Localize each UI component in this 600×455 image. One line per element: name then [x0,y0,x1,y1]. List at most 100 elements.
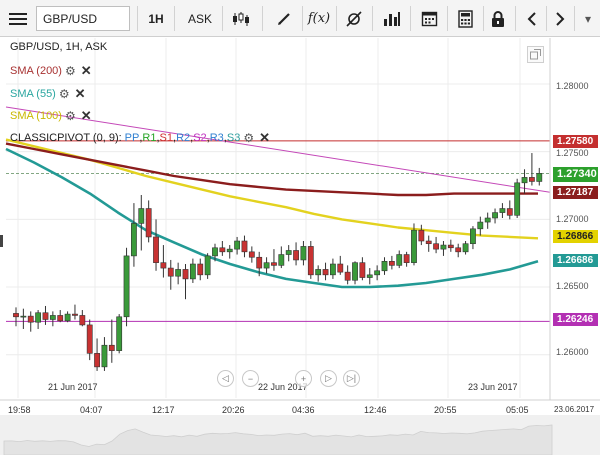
candle-up [440,244,447,250]
price-type-button[interactable]: ASK [187,11,212,26]
candle-down [108,344,115,351]
candle [528,153,535,186]
candle [197,258,204,281]
candle-up [123,255,130,318]
gear-icon[interactable]: ⚙ [64,109,76,123]
candle [388,255,395,270]
candle [248,246,255,263]
chart-toolbar: GBP/USD 1H ASK f(x) ▾ [0,0,600,37]
candle [189,258,196,283]
candle [35,310,42,329]
candle-up [138,208,145,224]
candle [49,311,56,327]
hamburger-menu-button[interactable] [6,5,30,32]
candle-down [57,315,64,322]
candle [278,246,285,269]
candle-up [366,274,373,278]
candle [167,259,174,290]
candle [145,200,152,243]
close-icon[interactable]: ✕ [74,86,86,101]
chevron-right-icon [556,11,565,26]
candle [101,337,108,371]
gear-icon[interactable]: ⚙ [64,64,76,78]
candle-down [403,254,410,263]
scroll-left-button[interactable] [521,5,543,32]
candle-down [241,240,248,253]
candle-down [248,251,255,258]
toolbar-separator [515,6,516,31]
gear-icon[interactable]: ⚙ [243,131,255,145]
symbol-input[interactable]: GBP/USD [36,6,130,31]
toolbar-separator [574,6,575,31]
candle-up [521,177,528,184]
legend-sma55[interactable]: SMA (55) ⚙ ✕ [10,86,86,102]
candle-down [182,269,189,280]
candle [330,258,336,279]
candle [366,268,373,285]
nav-scroll-forward-button[interactable]: ▷ [320,370,337,387]
hide-drawings-button[interactable] [341,5,367,32]
candle [42,305,49,325]
popout-button[interactable] [527,46,544,63]
more-button[interactable]: ▾ [584,11,592,26]
candle-down [27,315,34,323]
candle [344,265,351,285]
candle-up [492,212,498,219]
lock-button[interactable] [485,5,511,32]
candle [86,319,93,361]
candle [374,265,381,281]
candle [403,251,410,267]
candle [271,249,277,271]
close-icon[interactable]: ✕ [80,63,92,78]
legend-sma200[interactable]: SMA (200) ⚙ ✕ [10,63,92,79]
close-icon[interactable]: ✕ [80,108,92,123]
candle-up [300,246,307,261]
candle-down [447,244,454,249]
candle [153,219,159,271]
timeframe-button[interactable]: 1H [148,11,164,26]
toolbar-separator [174,6,175,31]
indicators-button[interactable]: f(x) [307,11,331,26]
candle-down [145,208,152,238]
nav-scroll-back-button[interactable]: ◁ [217,370,234,387]
candle-down [337,263,344,273]
legend-sma100[interactable]: SMA (100) ⚙ ✕ [10,108,92,124]
toolbar-separator [262,6,263,31]
nav-zoom-in-button[interactable]: + [295,370,312,387]
hamburger-icon [9,12,27,25]
nav-zoom-out-button[interactable]: − [242,370,259,387]
grid-layer [0,38,600,455]
legend-pivot[interactable]: CLASSICPIVOT (0, 9): PP, R1, S1, R2, S2,… [10,130,270,145]
candle [506,200,513,220]
candle-down [293,250,299,261]
candle [234,236,240,255]
candle-up [226,248,233,253]
candle [499,203,506,218]
draw-tool-button[interactable] [271,5,297,32]
nav-reset-button[interactable]: ▷| [343,370,360,387]
chart-type-button[interactable] [228,5,256,32]
pivot-s3: S3 [226,132,241,144]
pivot-r2: R2 [176,132,191,144]
close-icon[interactable]: ✕ [259,130,270,145]
candle-up [212,247,218,257]
calendar-button[interactable] [416,5,442,32]
candle [212,243,218,262]
candle [182,264,189,300]
candle [226,245,233,259]
price-tick: 1.26500 [556,281,589,291]
candle [108,319,115,363]
time-axis-end-date: 23.06.2017 [554,405,595,414]
volume-button[interactable] [379,5,405,32]
scroll-right-button[interactable] [549,5,571,32]
calculator-button[interactable] [452,5,478,32]
candle-down [86,324,93,354]
price-tick: 1.27500 [556,148,589,158]
candle-up [499,208,506,213]
candle [337,255,344,275]
date-label: 23 Jun 2017 [468,382,518,392]
candle-down [79,315,86,326]
pivot-r3: R3 [209,132,224,144]
gear-icon[interactable]: ⚙ [58,87,70,101]
candle-up [101,344,108,368]
